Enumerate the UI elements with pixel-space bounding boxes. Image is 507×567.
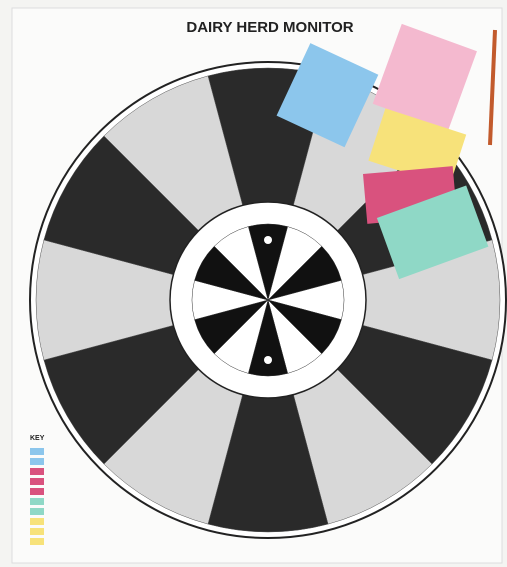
inner-sector xyxy=(213,226,269,301)
key: KEY xyxy=(30,435,45,545)
hub-dot-top xyxy=(264,236,272,244)
pink-pad xyxy=(372,23,477,132)
title: DAIRY HERD MONITOR xyxy=(186,19,353,36)
key-swatch xyxy=(30,508,44,515)
key-swatch xyxy=(30,448,44,455)
key-swatch xyxy=(30,538,44,545)
key-swatches xyxy=(30,448,44,545)
pen xyxy=(488,29,497,146)
hub-dot-bottom xyxy=(264,356,272,364)
key-title: KEY xyxy=(30,435,45,442)
key-swatch xyxy=(30,498,44,505)
key-swatch xyxy=(30,488,44,495)
key-swatch xyxy=(30,478,44,485)
key-swatch xyxy=(30,518,44,525)
label-pads xyxy=(276,23,497,280)
teal-pad xyxy=(376,185,489,280)
key-swatch xyxy=(30,458,44,465)
key-swatch xyxy=(30,528,44,535)
blue-pad xyxy=(276,43,379,148)
key-swatch xyxy=(30,468,44,475)
